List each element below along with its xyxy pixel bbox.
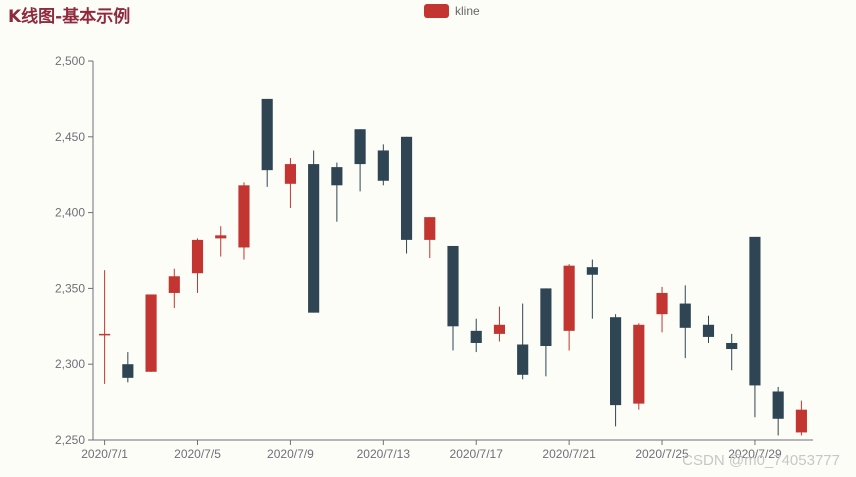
x-tick-label: 2020/7/1 (81, 447, 128, 461)
candle-body (238, 185, 250, 248)
candle-body (726, 342, 738, 350)
candle-body (772, 391, 784, 419)
legend[interactable]: kline (424, 4, 480, 18)
x-tick-label: 2020/7/5 (174, 447, 221, 461)
y-tick-label: 2,450 (55, 130, 85, 144)
y-tick-label: 2,350 (55, 281, 85, 295)
y-tick-label: 2,300 (55, 357, 85, 371)
y-tick-label: 2,500 (55, 54, 85, 68)
candle-body (354, 129, 366, 165)
chart-title: K线图-基本示例 (8, 7, 131, 27)
candle-body (679, 303, 691, 328)
candle-body (284, 164, 296, 184)
candle-body (563, 265, 575, 331)
y-tick-label: 2,250 (55, 433, 85, 447)
x-tick-label: 2020/7/13 (357, 447, 411, 461)
candle-body (122, 364, 134, 378)
candle-body (470, 330, 482, 343)
candle-body (702, 324, 715, 337)
candle-body (633, 324, 645, 404)
candle-body (540, 288, 552, 347)
x-tick-label: 2020/7/25 (635, 447, 689, 461)
legend-label: kline (455, 4, 480, 18)
candle-body (261, 98, 273, 171)
legend-swatch-icon (424, 4, 449, 18)
candle-body (377, 150, 389, 181)
candle-body (191, 239, 204, 274)
candle-body (99, 333, 111, 336)
candle-body (331, 167, 343, 186)
x-tick-label: 2020/7/17 (450, 447, 504, 461)
candle-body (795, 409, 807, 433)
candle-body (215, 235, 227, 239)
candle-body (517, 344, 529, 375)
candle-body (586, 267, 598, 275)
candle-body (400, 136, 413, 240)
candle-body (447, 245, 459, 327)
y-tick-label: 2,400 (55, 206, 85, 220)
x-tick-label: 2020/7/29 (728, 447, 782, 461)
watermark: CSDN @m0_74053777 (682, 452, 840, 469)
x-tick-label: 2020/7/9 (267, 447, 314, 461)
candle-body (168, 276, 180, 293)
candle-body (493, 324, 506, 334)
candle-body (308, 164, 320, 313)
candle-body (656, 292, 668, 315)
x-tick-label: 2020/7/21 (542, 447, 596, 461)
candle-body (610, 317, 622, 406)
candle-body (145, 294, 157, 372)
candle-body (424, 217, 436, 240)
candle-body (749, 236, 761, 386)
